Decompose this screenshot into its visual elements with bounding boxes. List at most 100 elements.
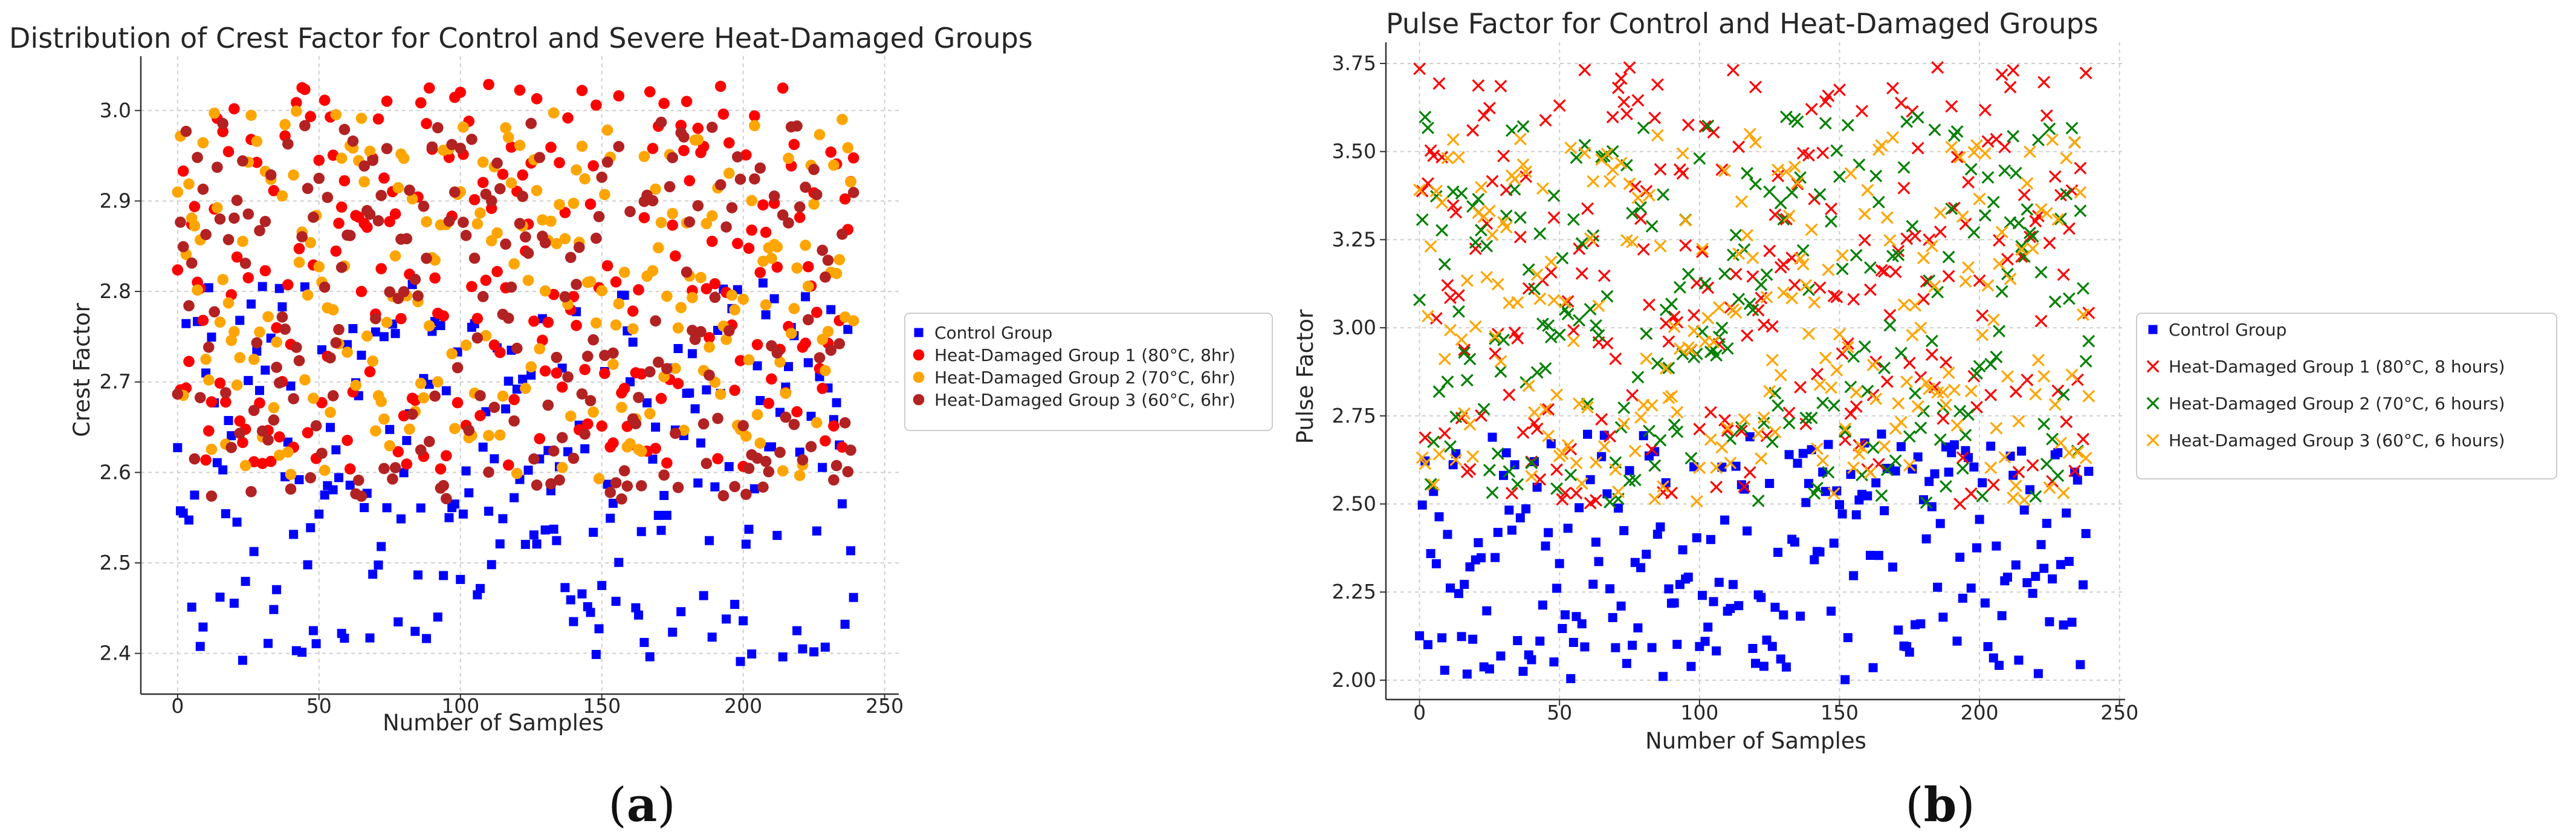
chart-b-series-4-point: [1413, 183, 1426, 197]
chart-b-series-2-point: [1519, 170, 1533, 183]
chart-a-series-1-point: [752, 361, 762, 371]
chart-b-series-1-point: [1944, 467, 1953, 477]
chart-a-series-4-point: [635, 480, 647, 492]
chart-a-series-4-point: [406, 408, 418, 420]
chart-b-series-4-point: [2057, 486, 2070, 499]
chart-a-series-4-point: [197, 183, 209, 195]
chart-a-series-4-point: [381, 143, 393, 155]
chart-b-series-1-point: [1765, 479, 1775, 489]
panel-b-caption-letter: b: [1924, 778, 1957, 833]
chart-b-series-3-point: [2048, 295, 2062, 308]
chart-a-series-1-point: [410, 626, 420, 636]
chart-a-series-1-point: [778, 652, 788, 661]
chart-a-series-1-point: [784, 362, 794, 371]
chart-a-series-4-point: [305, 472, 317, 484]
chart-a-series-4-point: [593, 210, 605, 222]
chart-b-series-3-point: [1752, 494, 1765, 507]
chart-b-series-1-point: [1779, 610, 1788, 620]
chart-a-series-2-point: [302, 427, 314, 439]
chart-b-series-4-point: [1743, 128, 1756, 141]
chart-b-series-1-point: [1770, 602, 1780, 612]
chart-a-series-3-point: [302, 289, 314, 301]
chart-b-series-4-point: [1931, 386, 1944, 399]
chart-b-series-1-point: [1563, 524, 1573, 533]
chart-b-series-4-point: [1950, 419, 1964, 432]
chart-b-series-4-point: [1920, 376, 1933, 389]
chart-b-series-4-point: [1587, 175, 1600, 188]
chart-a-series-3-point: [288, 169, 299, 181]
chart-a-series-2-point: [672, 378, 684, 389]
chart-b-series-3-point: [1858, 340, 1871, 353]
chart-b-series-3-point: [2051, 469, 2065, 482]
chart-b-series-1-point: [1952, 636, 1962, 646]
chart-b-series-4-point: [1897, 298, 1911, 311]
chart-a-series-2-point: [791, 406, 803, 418]
chart-b-series-2-point: [1559, 487, 1571, 499]
chart-b-series-2-point: [1606, 111, 1619, 124]
chart-a-series-2-point: [794, 212, 806, 223]
chart-b-series-3-point: [1567, 213, 1580, 226]
chart-a-series-3-point: [228, 326, 240, 337]
chart-b-series-1-point: [1933, 582, 1943, 592]
chart-a-series-4-point: [847, 187, 859, 198]
chart-b-series-2-point: [1688, 308, 1701, 322]
chart-b-series-4-point: [2074, 186, 2087, 199]
chart-a-series-4-point: [599, 349, 610, 362]
chart-b-series-2-point: [1782, 406, 1796, 420]
chart-b-series-2-point: [1679, 239, 1692, 252]
chart-b-series-1-point: [1796, 611, 1805, 621]
chart-a-series-2-point: [231, 251, 243, 263]
chart-a-series-2-point: [684, 175, 696, 187]
chart-b-series-4-point: [1508, 172, 1521, 186]
chart-a-series-2-point: [749, 110, 760, 122]
chart-a-series-1-point: [758, 278, 768, 288]
chart-a-series-4-point: [225, 441, 238, 453]
chart-b-legend-label: Heat-Damaged Group 3 (60°C, 6 hours): [2169, 430, 2505, 450]
chart-b-series-4-point: [1643, 189, 1655, 202]
chart-a-series-4-point: [302, 183, 314, 194]
chart-b-series-3-point: [1849, 248, 1863, 262]
chart-b-y-tick-label: 3.50: [1332, 140, 1376, 163]
chart-b-series-1-point: [1776, 654, 1785, 664]
chart-b-series-1-point: [1927, 502, 1937, 512]
chart-a-legend-label: Heat-Damaged Group 3 (60°C, 6hr): [934, 390, 1235, 410]
chart-a-series-4-point: [587, 334, 599, 346]
chart-a-series-3-point: [652, 242, 664, 254]
chart-a-series-3-point: [723, 167, 735, 179]
chart-b-series-1-point: [1843, 633, 1853, 643]
chart-a-series-4-point: [488, 401, 500, 414]
chart-a-series-4-point: [706, 122, 718, 133]
chart-a-series-4-point: [542, 399, 554, 411]
chart-b-series-1-point: [1628, 640, 1637, 650]
chart-b-series-1-point: [2048, 574, 2057, 584]
chart-b-series-3-point: [1973, 360, 1986, 373]
chart-b-series-4-point: [1953, 151, 1967, 164]
chart-b-series-1-point: [1434, 512, 1444, 522]
chart-a-series-3-point: [548, 107, 560, 119]
chart-b-series-1-point: [1989, 653, 1998, 663]
chart-a-series-4-point: [276, 311, 288, 323]
panel-a-caption-letter: a: [627, 778, 658, 833]
chart-b-series-1-point: [1664, 584, 1674, 594]
chart-a-series-4-point: [189, 453, 201, 465]
chart-a-series-1-point: [685, 388, 694, 398]
chart-b-series-3-point: [1422, 122, 1434, 134]
chart-a-series-2-point: [714, 80, 727, 93]
chart-b-series-1-point: [1507, 525, 1516, 535]
chart-a-series-4-point: [644, 366, 656, 378]
chart-b-series-2-point: [1623, 61, 1636, 74]
chart-a-series-1-point: [393, 617, 403, 627]
chart-a-series-1-point: [673, 343, 683, 353]
chart-b-series-1-point: [2019, 505, 2029, 515]
chart-a-series-3-point: [341, 346, 353, 358]
chart-a-series-4-point: [432, 122, 444, 134]
chart-a-y-ticks: 2.42.52.62.72.82.93.0: [100, 99, 141, 665]
chart-b-series-4-point: [2048, 398, 2062, 411]
chart-a-series-3-point: [494, 429, 506, 441]
chart-a-series-4-point: [808, 164, 820, 175]
chart-b-series-3-point: [1805, 411, 1818, 424]
chart-b-series-4-point: [1718, 164, 1731, 177]
chart-a-series-1-point: [812, 526, 821, 536]
chart-a-series-3-point: [398, 152, 410, 164]
chart-a-series-4-point: [344, 230, 356, 241]
